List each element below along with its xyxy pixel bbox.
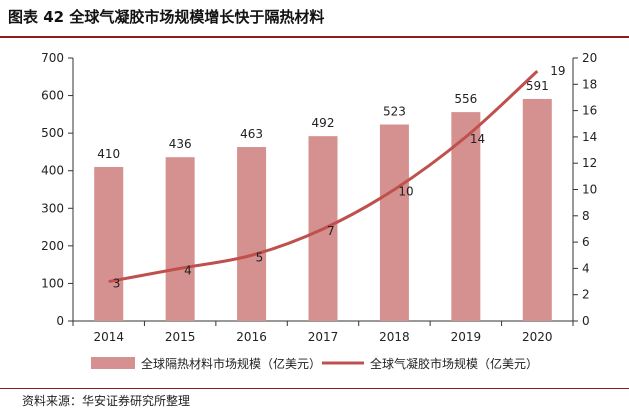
bar <box>522 98 552 322</box>
y-right-tick-label: 0 <box>582 314 590 328</box>
line-series <box>108 70 539 284</box>
x-tick-label: 2016 <box>236 330 267 344</box>
y-right-tick-label: 18 <box>582 77 597 91</box>
bar-value-label: 523 <box>383 105 406 119</box>
bar-value-label: 410 <box>97 147 120 161</box>
bar <box>165 157 195 321</box>
x-tick-label: 2020 <box>522 330 553 344</box>
y-left-tick-label: 300 <box>41 201 64 215</box>
x-tick-label: 2014 <box>93 330 124 344</box>
x-tick-label: 2019 <box>451 330 482 344</box>
line-value-label: 3 <box>113 277 121 291</box>
line-value-label: 4 <box>184 263 192 277</box>
y-right-tick-label: 6 <box>582 235 590 249</box>
y-right-tick-label: 8 <box>582 209 590 223</box>
y-left-tick-label: 100 <box>41 276 64 290</box>
source-note: 资料来源：华安证券研究所整理 <box>22 394 191 408</box>
line-value-label: 10 <box>398 185 413 199</box>
title-divider <box>0 36 629 38</box>
figure-title: 图表 42 全球气凝胶市场规模增长快于隔热材料 <box>8 8 325 26</box>
y-right-tick-label: 14 <box>582 130 597 144</box>
bar-value-label: 492 <box>312 116 335 130</box>
line-value-label: 19 <box>550 64 565 78</box>
x-tick-label: 2018 <box>379 330 410 344</box>
line-value-label: 5 <box>256 250 264 264</box>
source-divider <box>0 388 629 389</box>
y-right-tick-label: 20 <box>582 51 597 65</box>
legend-label-bar: 全球隔热材料市场规模（亿美元） <box>141 356 321 371</box>
y-left-tick-label: 200 <box>41 239 64 253</box>
legend-label-line: 全球气凝胶市场规模（亿美元） <box>370 356 538 371</box>
line-value-label: 7 <box>327 224 335 238</box>
x-tick-label: 2017 <box>308 330 339 344</box>
y-left-tick-label: 700 <box>41 51 64 65</box>
bar <box>94 166 124 321</box>
bar <box>451 112 481 321</box>
bar-value-label: 556 <box>454 92 477 106</box>
y-left-tick-label: 400 <box>41 164 64 178</box>
y-right-tick-label: 2 <box>582 288 590 302</box>
bar <box>379 124 409 321</box>
bar <box>237 147 267 321</box>
bar-value-label: 591 <box>526 79 549 93</box>
combo-chart: 0100200300400500600700024681012141618202… <box>41 51 597 371</box>
y-right-tick-label: 16 <box>582 104 597 118</box>
line-value-label: 14 <box>470 132 485 146</box>
y-right-tick-label: 4 <box>582 261 590 275</box>
y-left-tick-label: 600 <box>41 89 64 103</box>
bar-value-label: 463 <box>240 127 263 141</box>
legend-swatch-bar <box>91 357 135 369</box>
bar-value-label: 436 <box>169 137 192 151</box>
y-right-tick-label: 10 <box>582 183 597 197</box>
y-left-tick-label: 500 <box>41 126 64 140</box>
x-tick-label: 2015 <box>165 330 196 344</box>
y-right-tick-label: 12 <box>582 156 597 170</box>
y-left-tick-label: 0 <box>56 314 64 328</box>
